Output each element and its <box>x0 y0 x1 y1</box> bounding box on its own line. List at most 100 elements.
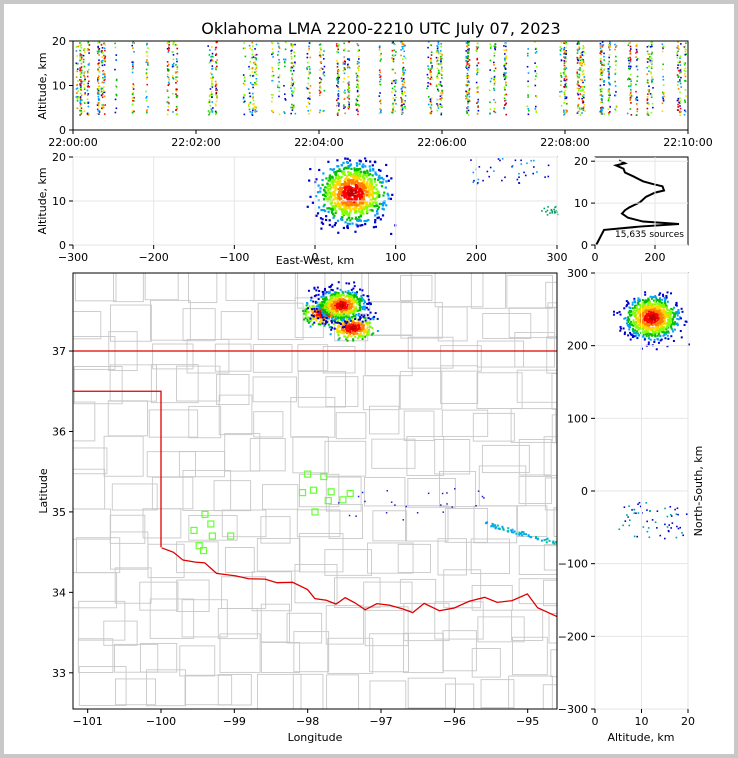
time-altitude-source <box>252 45 254 47</box>
east-west-altitude-source <box>375 173 377 175</box>
east-west-altitude-source <box>325 215 327 217</box>
plan-view-ytick-label: 34 <box>52 586 66 599</box>
plan-view-source <box>355 310 357 312</box>
time-altitude-source <box>379 49 381 51</box>
altitude-north-south-source <box>659 335 661 337</box>
time-altitude-source <box>272 56 274 58</box>
time-altitude-source <box>395 81 397 83</box>
plan-view-source <box>339 301 341 303</box>
time-altitude-source <box>132 97 134 99</box>
lma-station-marker <box>328 489 334 495</box>
time-altitude-source <box>343 50 345 52</box>
time-altitude-source <box>651 96 653 98</box>
time-altitude-source <box>580 56 582 58</box>
altitude-north-south-source <box>667 301 669 303</box>
time-altitude-source <box>478 110 480 112</box>
time-altitude-source <box>628 85 630 87</box>
time-altitude-source <box>80 103 82 105</box>
east-west-altitude-source <box>347 227 349 229</box>
time-altitude-source <box>600 58 602 60</box>
plan-view-source <box>322 322 324 324</box>
time-altitude-source <box>146 72 148 74</box>
time-altitude-source <box>252 54 254 56</box>
plan-view-source <box>349 307 351 309</box>
east-west-altitude-source <box>347 167 349 169</box>
time-altitude-source <box>563 73 565 75</box>
time-altitude-source <box>102 96 104 98</box>
time-altitude-source <box>402 48 404 50</box>
time-altitude-source <box>249 61 251 63</box>
time-altitude-source <box>490 47 492 49</box>
time-altitude-source <box>337 64 339 66</box>
plan-view-source <box>478 490 480 492</box>
time-altitude-source <box>343 78 345 80</box>
east-west-altitude-source <box>328 192 330 194</box>
east-west-altitude-xtick-label: −100 <box>219 251 249 264</box>
east-west-altitude-source <box>366 176 368 178</box>
time-altitude-source <box>584 104 586 106</box>
time-altitude-source <box>582 71 584 73</box>
time-altitude-source <box>677 81 679 83</box>
time-altitude-source <box>636 49 638 51</box>
time-altitude-source <box>278 51 280 53</box>
time-altitude-source <box>79 60 81 62</box>
time-altitude-source <box>291 73 293 75</box>
time-altitude-source <box>76 46 78 48</box>
time-altitude-source <box>662 102 664 104</box>
time-altitude-source <box>441 95 443 97</box>
time-altitude-source <box>582 59 584 61</box>
east-west-altitude-source <box>339 180 341 182</box>
time-altitude-source <box>630 74 632 76</box>
time-altitude-source <box>651 94 653 96</box>
time-altitude-source <box>614 81 616 83</box>
time-altitude-source <box>400 49 402 51</box>
time-altitude-source <box>319 69 321 71</box>
time-altitude-source <box>216 97 218 99</box>
time-altitude-source <box>565 109 567 111</box>
time-altitude-source <box>255 63 257 65</box>
east-west-altitude-source <box>360 171 362 173</box>
time-altitude-source <box>104 74 106 76</box>
east-west-altitude-source <box>364 190 366 192</box>
east-west-altitude-source <box>338 183 340 185</box>
time-altitude-source <box>467 69 469 71</box>
east-west-altitude-panel: −300 −200 −100 0 100 200 30001020 Altitude, km… <box>36 151 568 267</box>
time-altitude-source <box>404 82 406 84</box>
time-altitude-source <box>98 51 100 53</box>
altitude-north-south-source <box>662 335 664 337</box>
east-west-altitude-xtick-label: 100 <box>385 251 406 264</box>
time-altitude-source <box>210 60 212 62</box>
altitude-north-south-panel: 0 10 20−300−200−1000100200300 North-South,… <box>558 267 705 744</box>
altitude-north-south-source <box>654 295 656 297</box>
plan-view-source <box>352 340 354 342</box>
time-altitude-source <box>441 77 443 79</box>
plan-view-source <box>326 308 328 310</box>
plan-view-source <box>352 292 354 294</box>
time-altitude-source <box>97 51 99 53</box>
time-altitude-source <box>245 56 247 58</box>
time-altitude-source <box>254 72 256 74</box>
plan-view-source <box>317 311 319 313</box>
time-altitude-source <box>336 78 338 80</box>
time-altitude-source <box>662 43 664 45</box>
time-altitude-source <box>133 85 135 87</box>
county-outline <box>75 266 116 301</box>
time-altitude-source <box>348 76 350 78</box>
plan-view-source <box>334 306 336 308</box>
time-altitude-source <box>400 97 402 99</box>
time-altitude-source <box>441 67 443 69</box>
time-altitude-source <box>578 46 580 48</box>
east-west-altitude-source <box>376 196 378 198</box>
county-outline <box>517 370 560 402</box>
plan-view-source <box>358 322 360 324</box>
plan-view-source <box>362 492 364 494</box>
east-west-altitude-source <box>356 194 358 196</box>
time-altitude-source <box>250 82 252 84</box>
plan-view-source <box>343 318 345 320</box>
plan-view-source <box>331 299 333 301</box>
time-altitude-source <box>253 56 255 58</box>
time-altitude-source <box>77 90 79 92</box>
time-altitude-source <box>662 69 664 71</box>
time-altitude-source <box>615 65 617 67</box>
time-altitude-source <box>503 76 505 78</box>
